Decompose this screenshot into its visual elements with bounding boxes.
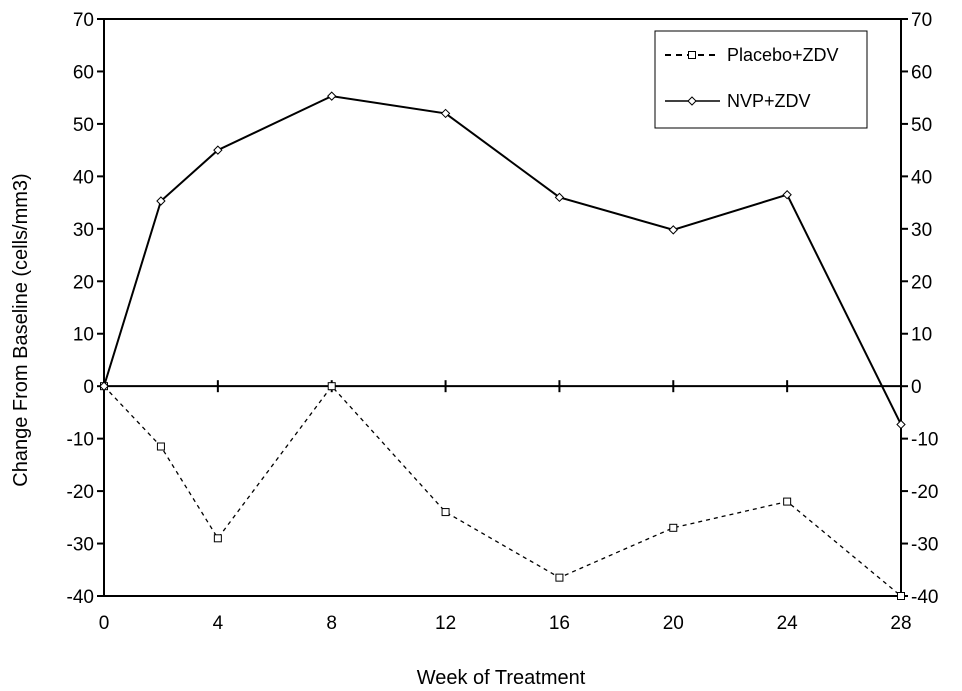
x-tick-label: 0	[99, 613, 110, 634]
data-point	[440, 108, 451, 119]
x-axis-title: Week of Treatment	[417, 667, 586, 689]
data-point	[555, 573, 564, 582]
series-nvp-zdv	[99, 91, 906, 430]
y-axis-title: Change From Baseline (cells/mm3)	[10, 173, 32, 486]
x-tick-label: 28	[890, 613, 911, 634]
y-tick-label-right: 30	[911, 220, 932, 241]
y-tick-label-left: 50	[73, 115, 94, 136]
y-tick-label-right: 20	[911, 272, 932, 293]
legend-marker	[687, 96, 697, 106]
data-point	[669, 523, 678, 532]
y-tick-label-right: -20	[911, 482, 938, 503]
y-tick-label-left: -40	[67, 587, 94, 608]
x-axis: 0 4 8 12 16 20 24 28	[99, 380, 912, 634]
series-group	[99, 91, 906, 600]
y-tick-label-left: 20	[73, 272, 94, 293]
y-tick-label-left: 60	[73, 62, 94, 83]
x-tick-label: 8	[326, 613, 337, 634]
y-tick-label-right: 50	[911, 115, 932, 136]
plot-frame	[103, 18, 902, 597]
y-tick-label-right: 0	[911, 377, 922, 398]
data-point	[156, 442, 165, 451]
data-point	[554, 192, 565, 203]
data-point	[896, 419, 906, 430]
x-tick-label: 4	[213, 613, 224, 634]
series-line	[103, 95, 902, 425]
series-line	[103, 385, 902, 597]
y-tick-label-left: 40	[73, 167, 94, 188]
x-tick-label: 20	[663, 613, 684, 634]
legend-marker	[688, 51, 696, 59]
y-tick-label-right: -30	[911, 535, 938, 556]
data-point	[782, 190, 792, 200]
x-tick-label: 24	[777, 613, 799, 634]
y-tick-label-right: 10	[911, 325, 932, 346]
y-tick-label-right: 70	[911, 10, 932, 31]
data-point	[897, 592, 905, 600]
y-tick-label-right: -10	[911, 430, 938, 451]
x-tick-label: 16	[549, 613, 570, 634]
y-axis-left: -40 -30 -20 -10 0 10 20 30 40 50 60 70	[67, 10, 104, 608]
y-tick-label-right: 60	[911, 62, 932, 83]
legend-label: NVP+ZDV	[727, 91, 811, 111]
data-point	[441, 508, 450, 517]
legend-label: Placebo+ZDV	[727, 45, 839, 65]
y-tick-label-left: 70	[73, 10, 94, 31]
y-tick-label-right: -40	[911, 587, 938, 608]
legend-box	[654, 30, 868, 129]
data-point	[99, 381, 109, 391]
series-placebo-zdv	[100, 382, 905, 600]
data-point	[213, 534, 222, 543]
y-tick-label-left: 0	[83, 377, 94, 398]
data-point	[156, 196, 166, 206]
data-point	[668, 225, 678, 235]
data-point	[213, 145, 223, 155]
y-tick-label-left: 30	[73, 220, 94, 241]
y-axis-right: -40 -30 -20 -10 0 10 20 30 40 50 60 70	[901, 10, 938, 608]
y-tick-label-left: 10	[73, 325, 94, 346]
y-tick-label-left: -30	[67, 535, 94, 556]
data-point	[783, 497, 792, 506]
y-tick-label-left: -10	[67, 430, 94, 451]
y-tick-label-right: 40	[911, 167, 932, 188]
legend: Placebo+ZDV NVP+ZDV	[654, 30, 868, 129]
x-tick-label: 12	[435, 613, 456, 634]
data-point	[327, 91, 337, 101]
data-point	[327, 382, 336, 391]
y-tick-label-left: -20	[67, 482, 94, 503]
